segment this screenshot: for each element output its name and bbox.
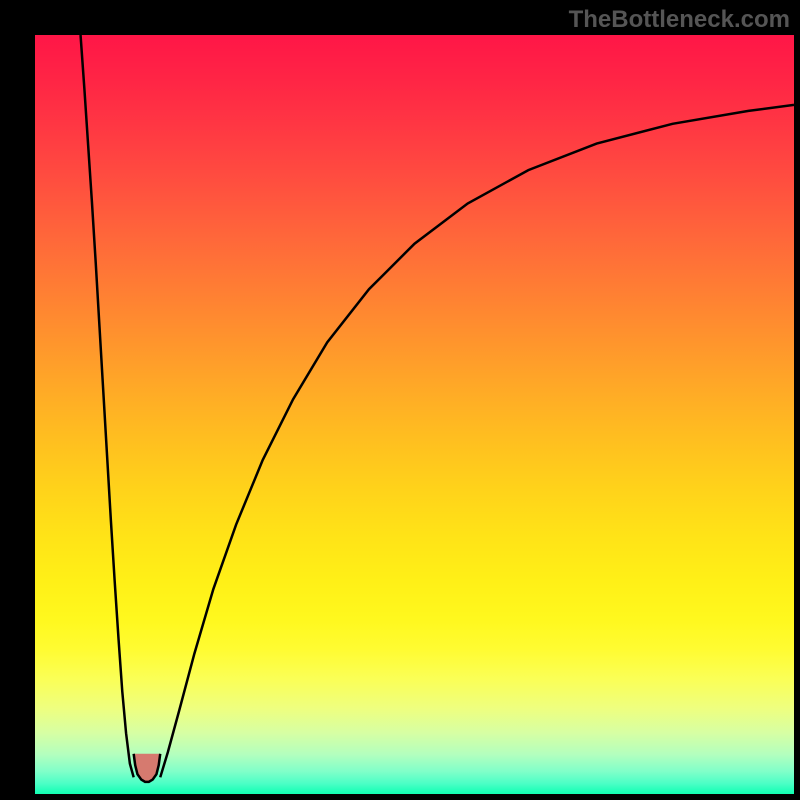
watermark-text: TheBottleneck.com: [569, 6, 790, 34]
chart-curves-layer: [35, 35, 794, 794]
curve-left: [81, 35, 134, 777]
chart-plot-area: [35, 35, 794, 794]
cusp-fill: [134, 754, 161, 782]
curve-right: [160, 105, 794, 777]
